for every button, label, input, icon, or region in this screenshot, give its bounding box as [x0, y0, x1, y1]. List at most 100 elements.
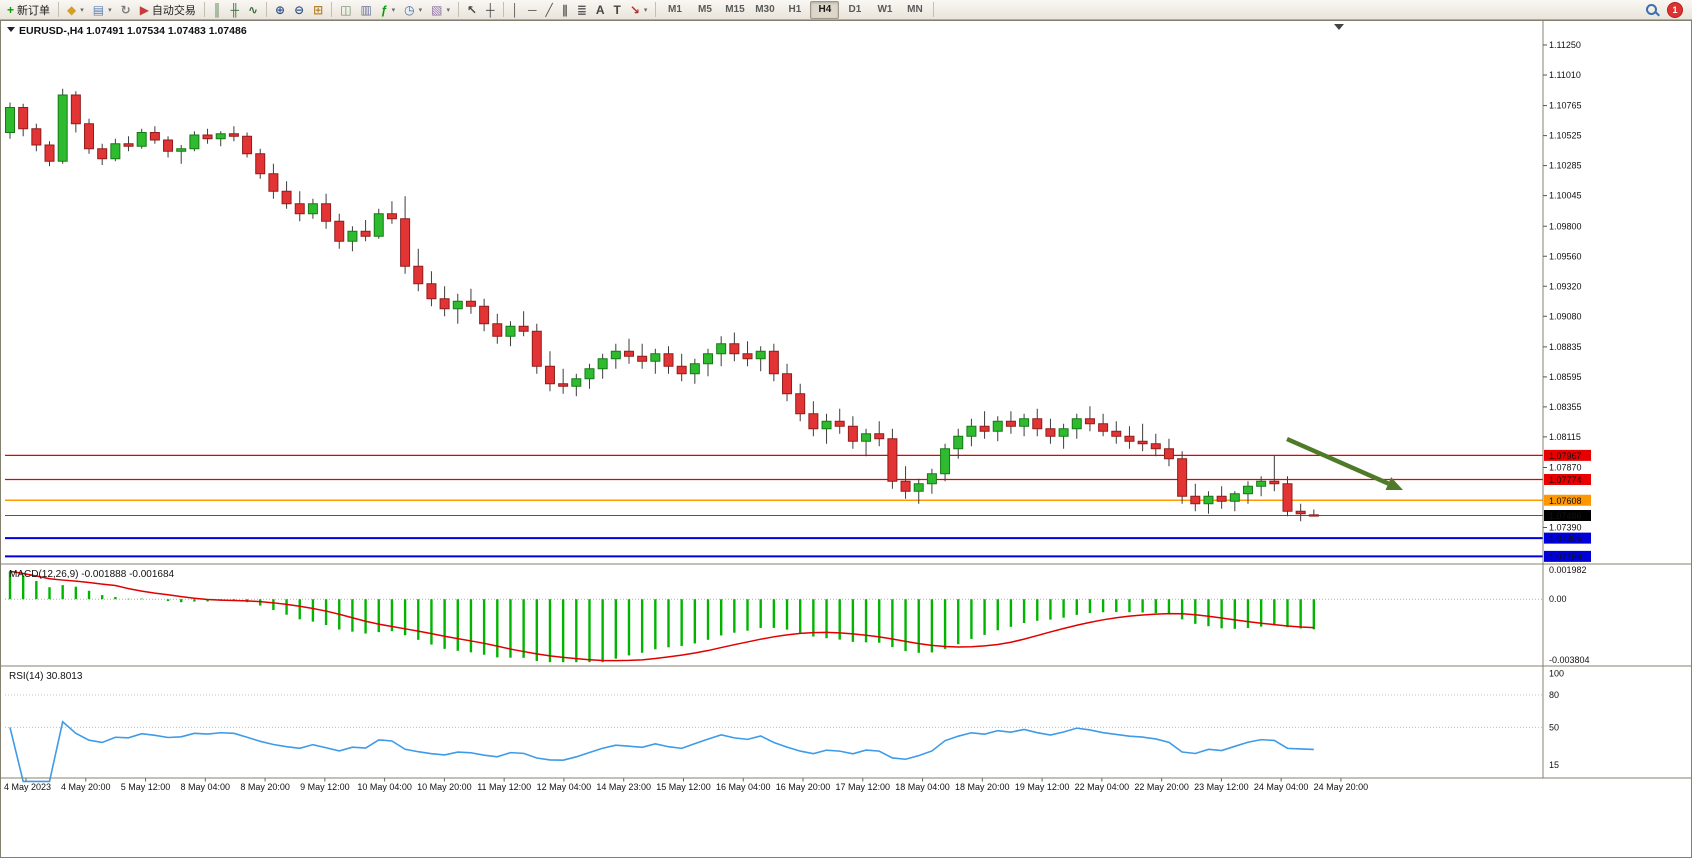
data-window-button[interactable]: ▥ [357, 0, 376, 19]
trendline-icon: ╱ [545, 2, 553, 17]
price-tick-label: 1.11250 [1549, 40, 1581, 50]
price-tag-text: 1.07305 [1549, 534, 1582, 544]
text-label-button[interactable]: T [610, 0, 625, 19]
rsi-scale-label: 50 [1549, 722, 1559, 732]
timeframe-W1[interactable]: W1 [877, 4, 893, 15]
timeframe-H1[interactable]: H1 [788, 4, 802, 15]
toolbar-separator [933, 2, 935, 17]
time-axis-label: 15 May 12:00 [656, 782, 711, 792]
text-label-icon: T [613, 2, 621, 17]
refresh-button[interactable]: ↻ [117, 0, 135, 19]
time-axis-label: 11 May 12:00 [477, 782, 531, 792]
cursor-button[interactable]: ↖ [463, 0, 481, 19]
cursor-icon: ↖ [466, 2, 478, 17]
timeframe-MN[interactable]: MN [907, 4, 923, 15]
timeframe-M15[interactable]: M15 [725, 4, 745, 15]
strategy-tester-button[interactable]: ◫ [336, 0, 355, 19]
horizontal-line-icon: ─ [528, 2, 537, 17]
toolbar-separator [58, 2, 60, 17]
autotrading-icon: ▶ [139, 2, 149, 17]
price-tick-label: 1.11010 [1549, 70, 1581, 80]
chevron-down-icon: ▾ [643, 6, 648, 14]
periods-button[interactable]: ◷ ▾ [400, 0, 426, 19]
chart-bars-button[interactable]: ║ [209, 0, 226, 19]
notification-badge[interactable]: 1 [1667, 1, 1683, 18]
time-axis[interactable]: 4 May 2023 4 May 20:00 5 May 12:00 8 May 04… [1, 777, 1691, 792]
macd-scale-max: 0.001982 [1549, 565, 1587, 575]
add-indicator-button[interactable]: ƒ ▾ [377, 0, 399, 19]
price-tag-1.07305 [1544, 532, 1591, 544]
templates-icon: ▧ [431, 2, 443, 17]
trendline-button[interactable]: ╱ [542, 0, 557, 19]
time-axis-label: 5 May 12:00 [121, 782, 171, 792]
timeframe-H4[interactable]: H4 [810, 0, 840, 19]
macd-label: MACD(12,26,9) -0.001888 -0.001684 [9, 569, 175, 580]
chart-bars-icon: ║ [212, 2, 222, 17]
periods-icon: ◷ [404, 2, 415, 17]
time-axis-label: 24 May 20:00 [1314, 782, 1369, 792]
toolbar-separator [502, 2, 504, 17]
time-axis-label: 4 May 20:00 [61, 782, 111, 792]
new-order-button[interactable]: + 新订单 [3, 0, 54, 19]
price-tick-label: 1.09320 [1549, 281, 1582, 291]
fibonacci-icon: ≣ [576, 2, 587, 17]
crosshair-icon: ┼ [486, 2, 495, 17]
fibonacci-button[interactable]: ≣ [573, 0, 591, 19]
main-chart-panel[interactable]: EURUSD-,H4 1.07491 1.07534 1.07483 1.074… [5, 24, 1543, 558]
chart-canvas[interactable]: EURUSD-,H4 1.07491 1.07534 1.07483 1.074… [1, 21, 1691, 857]
timeframe-D1[interactable]: D1 [848, 4, 862, 15]
price-tag-1.07774 [1544, 474, 1591, 485]
crosshair-button[interactable]: ┼ [482, 0, 499, 19]
time-axis-label: 16 May 20:00 [776, 782, 831, 792]
tile-windows-icon: ⊞ [313, 2, 324, 17]
price-tag-text: 1.07774 [1549, 475, 1582, 485]
autotrading-button[interactable]: ▶ 自动交易 [136, 0, 200, 19]
profiles-icon: ▤ [92, 2, 105, 17]
timeframe-M1[interactable]: M1 [667, 4, 682, 15]
toolbar-buttons-group: + 新订单 ◆ ▾ ▤ ▾ ↻ ▶ 自动交易 ║ ╫ ∿ ⊕ ⊖ ⊞ ◫ ▥ ƒ ▾ ◷ ▾ ▧ ▾ ↖ ┼ │ ─ ╱ ∥ ≣ A T ↘ ▾ M… [3, 0, 937, 19]
rsi-scale-label: 80 [1549, 690, 1559, 700]
zoom-out-icon: ⊖ [294, 2, 305, 17]
price-tag-text: 1.07486 [1549, 511, 1582, 521]
time-axis-label: 19 May 12:00 [1015, 782, 1070, 792]
time-axis-label: 9 May 12:00 [300, 782, 350, 792]
zoom-out-button[interactable]: ⊖ [290, 0, 308, 19]
chart-shift-marker[interactable] [1334, 24, 1344, 30]
price-tick-label: 1.07390 [1549, 523, 1582, 533]
profiles-button[interactable]: ▤ ▾ [89, 0, 116, 19]
zoom-in-button[interactable]: ⊕ [271, 0, 289, 19]
templates-button[interactable]: ▧ ▾ [427, 0, 454, 19]
search-icon[interactable] [1645, 3, 1659, 17]
text-button[interactable]: A [592, 0, 609, 19]
channel-icon: ∥ [561, 2, 568, 17]
rsi-label: RSI(14) 30.8013 [9, 671, 83, 682]
chevron-down-icon: ▾ [418, 6, 423, 14]
timeframe-M30[interactable]: M30 [755, 4, 775, 15]
text-icon: A [595, 2, 605, 17]
channel-button[interactable]: ∥ [558, 0, 572, 19]
rsi-scale-label: 15 [1549, 760, 1559, 770]
price-tag-1.07486 [1544, 510, 1591, 521]
time-axis-label: 22 May 04:00 [1075, 782, 1130, 792]
chart-line-button[interactable]: ∿ [244, 0, 262, 19]
rsi-line [9, 720, 1314, 783]
chart-window[interactable]: EURUSD-,H4 1.07491 1.07534 1.07483 1.074… [0, 20, 1692, 858]
time-axis-label: 8 May 04:00 [181, 782, 231, 792]
trend-arrow[interactable] [1286, 436, 1403, 490]
chevron-down-icon: ▾ [80, 6, 84, 14]
arrows-button[interactable]: ↘ ▾ [626, 0, 652, 19]
chart-candles-button[interactable]: ╫ [226, 0, 243, 19]
price-tick-label: 1.08355 [1549, 402, 1582, 412]
price-tag-1.07159 [1544, 550, 1591, 562]
chart-collapse-icon[interactable] [7, 27, 15, 32]
price-axis[interactable]: 1.11250 1.11010 1.10765 1.10525 1.10285 1.100… [1542, 21, 1591, 778]
tile-windows-button[interactable]: ⊞ [309, 0, 327, 19]
time-axis-label: 23 May 12:00 [1194, 782, 1249, 792]
horizontal-line-button[interactable]: ─ [524, 0, 541, 19]
timeframe-M5[interactable]: M5 [697, 4, 712, 15]
new-chart-button[interactable]: ◆ ▾ [63, 0, 88, 19]
vertical-line-button[interactable]: │ [508, 0, 524, 19]
price-tick-label: 1.10525 [1549, 131, 1582, 141]
chevron-down-icon: ▾ [446, 6, 450, 14]
